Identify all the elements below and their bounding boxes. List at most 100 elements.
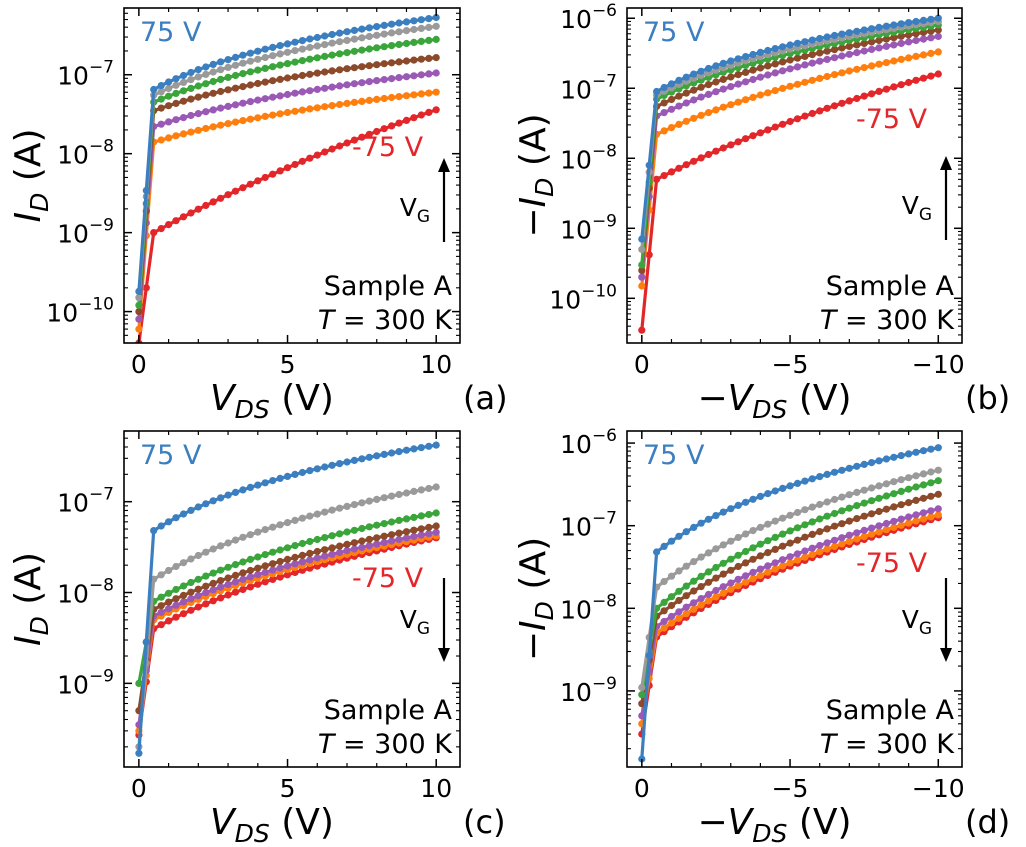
- sample-label: Sample A: [324, 271, 453, 302]
- data-point: [380, 520, 388, 528]
- data-point: [749, 544, 757, 552]
- data-point: [786, 482, 794, 490]
- plot-area: [638, 444, 942, 763]
- data-point: [135, 308, 143, 316]
- data-point: [823, 33, 831, 41]
- data-point: [912, 517, 920, 525]
- data-point: [801, 521, 809, 529]
- data-point: [845, 67, 853, 75]
- data-point: [793, 508, 802, 517]
- data-point: [395, 93, 403, 101]
- data-point: [425, 442, 433, 450]
- data-point: [742, 530, 750, 538]
- data-point: [919, 447, 928, 455]
- data-point: [172, 89, 180, 97]
- data-point: [682, 117, 690, 125]
- data-point: [179, 610, 188, 618]
- data-point: [365, 130, 373, 138]
- data-point: [897, 521, 905, 529]
- data-point: [402, 446, 411, 454]
- data-point: [882, 35, 891, 43]
- data-point: [358, 34, 366, 42]
- data-point: [875, 36, 883, 45]
- data-point: [823, 55, 831, 64]
- sample-label: Sample A: [826, 695, 955, 726]
- data-point: [912, 496, 920, 504]
- data-point: [749, 75, 757, 84]
- data-point: [306, 154, 314, 162]
- data-point: [388, 449, 396, 457]
- data-point: [927, 27, 935, 35]
- data-point: [328, 506, 336, 514]
- data-point: [276, 557, 284, 566]
- data-point: [343, 502, 351, 510]
- data-point: [321, 52, 329, 61]
- data-point: [853, 65, 861, 73]
- data-point: [187, 111, 195, 120]
- data-point: [682, 528, 690, 536]
- data-point: [853, 27, 861, 35]
- data-point: [704, 549, 713, 557]
- data-point: [388, 59, 396, 67]
- data-point: [838, 493, 846, 501]
- data-point: [157, 104, 165, 112]
- data-point: [667, 572, 676, 580]
- data-point: [771, 533, 779, 542]
- data-point: [882, 22, 891, 30]
- data-point: [179, 78, 188, 86]
- data-point: [927, 479, 935, 487]
- data-point: [853, 535, 861, 543]
- data-point: [719, 541, 727, 549]
- data-point: [860, 526, 868, 535]
- data-point: [172, 613, 180, 621]
- data-point: [704, 515, 713, 523]
- data-point: [779, 556, 787, 564]
- data-point: [830, 46, 839, 54]
- x-tick-label: 5: [280, 774, 296, 803]
- x-tick-label: 0: [634, 774, 650, 803]
- data-point: [779, 84, 787, 92]
- data-point: [179, 114, 188, 122]
- data-point: [934, 466, 942, 474]
- data-point: [927, 468, 935, 476]
- data-point: [816, 57, 824, 65]
- data-point: [373, 534, 381, 542]
- data-point: [845, 491, 853, 499]
- data-point: [328, 532, 336, 540]
- data-point: [675, 76, 683, 84]
- data-point: [897, 55, 905, 64]
- data-point: [313, 42, 321, 50]
- x-tick-label: 0: [131, 350, 147, 379]
- data-point: [269, 63, 277, 71]
- data-point: [350, 539, 358, 547]
- data-point: [165, 589, 173, 597]
- data-point: [845, 517, 853, 525]
- data-point: [209, 77, 217, 86]
- data-point: [779, 58, 787, 66]
- data-point: [380, 125, 388, 133]
- data-point: [682, 603, 690, 611]
- data-point: [890, 21, 898, 29]
- data-point: [187, 588, 195, 596]
- data-point: [135, 301, 143, 309]
- data-point: [202, 572, 210, 580]
- data-point: [868, 90, 876, 98]
- data-point: [395, 535, 403, 544]
- data-point: [254, 55, 262, 63]
- data-point: [816, 541, 824, 550]
- data-point: [336, 100, 344, 109]
- data-point: [727, 57, 735, 65]
- data-point: [845, 537, 853, 546]
- data-point: [410, 72, 418, 80]
- data-point: [712, 563, 720, 572]
- data-point: [283, 90, 292, 99]
- data-point: [912, 17, 920, 26]
- data-point: [298, 71, 306, 80]
- data-point: [380, 450, 388, 458]
- data-point: [291, 47, 299, 55]
- data-point: [343, 81, 351, 89]
- data-point: [358, 63, 366, 71]
- data-point: [276, 573, 284, 581]
- data-point: [224, 63, 232, 71]
- data-point: [194, 66, 202, 74]
